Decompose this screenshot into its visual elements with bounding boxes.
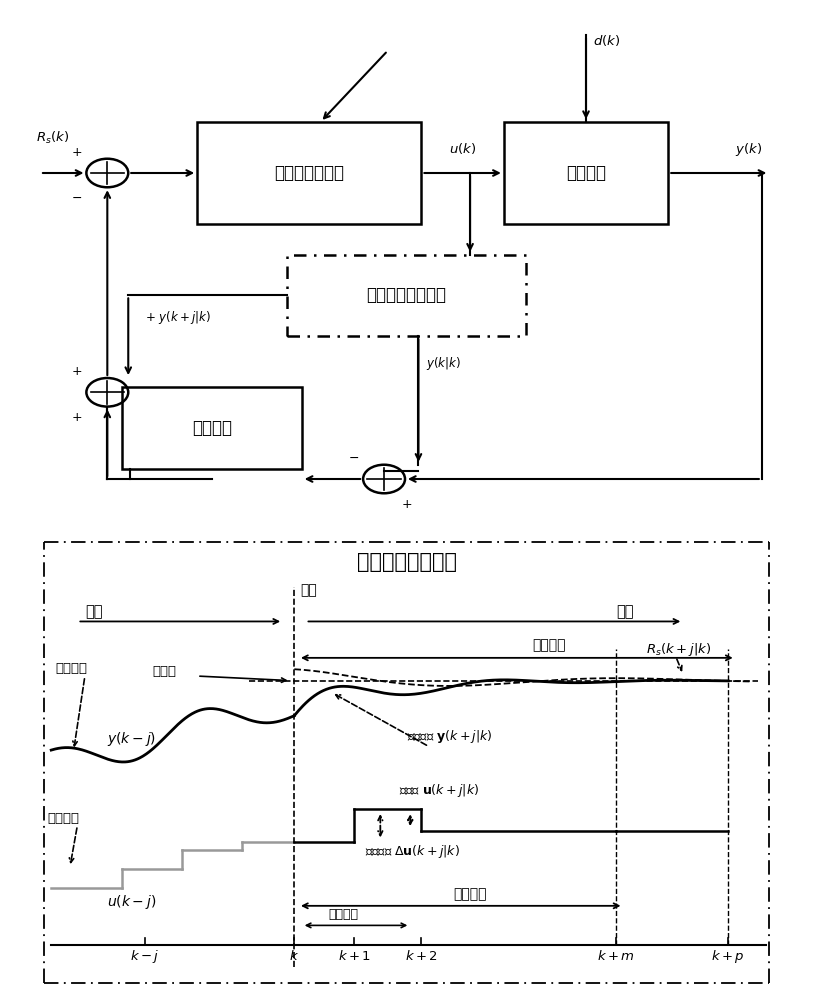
Text: $u(k-j)$: $u(k-j)$	[107, 893, 157, 911]
Text: 实际输入: 实际输入	[47, 812, 80, 825]
Text: 输入量 $\mathbf{u}(k+j|k)$: 输入量 $\mathbf{u}(k+j|k)$	[399, 782, 479, 799]
Text: $k+2$: $k+2$	[405, 949, 438, 963]
Text: $u(k)$: $u(k)$	[449, 141, 476, 156]
Text: +: +	[72, 365, 83, 378]
Text: 实际输出: 实际输出	[55, 662, 87, 674]
FancyBboxPatch shape	[504, 122, 668, 224]
Text: $k$: $k$	[289, 949, 299, 963]
Text: 滚动时域动态预测: 滚动时域动态预测	[356, 552, 457, 572]
Text: 受控过程: 受控过程	[566, 164, 606, 182]
FancyBboxPatch shape	[122, 387, 302, 469]
Text: +: +	[401, 498, 412, 511]
Text: 预测输出 $\mathbf{y}(k+j|k)$: 预测输出 $\mathbf{y}(k+j|k)$	[406, 728, 492, 745]
Text: −: −	[349, 452, 359, 465]
Text: 过去: 过去	[85, 604, 102, 619]
Text: −: −	[72, 192, 83, 205]
Text: 输入增量 $\Delta\mathbf{u}(k+j|k)$: 输入增量 $\Delta\mathbf{u}(k+j|k)$	[365, 843, 460, 860]
Text: $y(k)$: $y(k)$	[735, 141, 762, 158]
Text: 未来: 未来	[616, 604, 633, 619]
Text: $k-j$: $k-j$	[130, 948, 159, 965]
Text: 反馈校正: 反馈校正	[192, 419, 232, 437]
Text: 在线优化控制器: 在线优化控制器	[274, 164, 344, 182]
Text: 滚动时域动态预测: 滚动时域动态预测	[367, 286, 446, 304]
Text: $k+p$: $k+p$	[711, 948, 745, 965]
Text: 采样周期: 采样周期	[328, 908, 358, 921]
Text: 当前: 当前	[300, 583, 317, 597]
Text: $k+m$: $k+m$	[597, 949, 635, 963]
Text: $y(k-j)$: $y(k-j)$	[107, 730, 156, 748]
Text: $+\ y(k+j|k)$: $+\ y(k+j|k)$	[145, 309, 211, 326]
Text: 预测时域: 预测时域	[532, 639, 565, 653]
Text: +: +	[72, 146, 83, 159]
Text: $R_s(k)$: $R_s(k)$	[37, 130, 69, 146]
Text: $\mathit{R}_s(k+j|k)$: $\mathit{R}_s(k+j|k)$	[646, 641, 711, 658]
Text: +: +	[72, 411, 83, 424]
FancyBboxPatch shape	[287, 255, 526, 336]
Text: $k+1$: $k+1$	[337, 949, 371, 963]
Text: 设定値: 设定値	[152, 665, 176, 678]
FancyBboxPatch shape	[197, 122, 421, 224]
Text: $y(k|k)$: $y(k|k)$	[426, 355, 461, 372]
Text: 控制时域: 控制时域	[454, 887, 487, 901]
Text: $d(k)$: $d(k)$	[593, 33, 621, 48]
